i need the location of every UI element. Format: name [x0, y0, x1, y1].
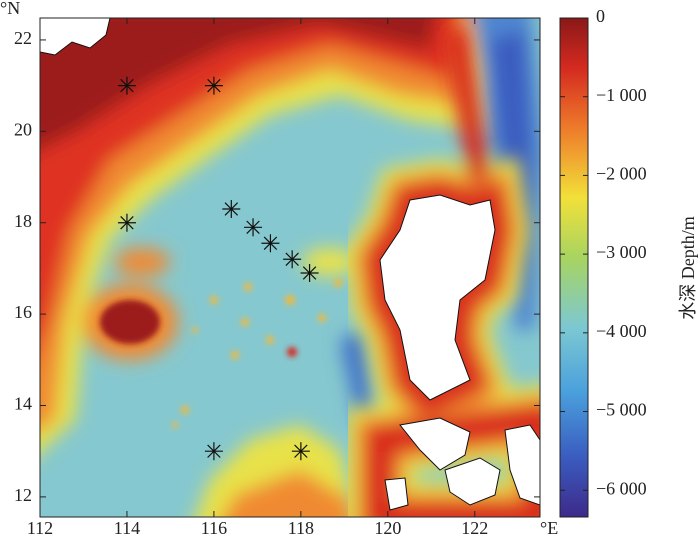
station-marker: [222, 200, 241, 219]
station-stroke: [207, 78, 221, 93]
colorbar-tick-label: −1 000: [596, 85, 647, 105]
station-marker: [244, 218, 263, 237]
station-marker: [204, 76, 223, 95]
station-marker: [117, 213, 136, 232]
colorbar-tick-label: −6 000: [596, 478, 647, 498]
station-marker: [204, 442, 223, 461]
colorbar: [559, 17, 589, 518]
station-stroke: [207, 444, 221, 458]
station-stroke: [285, 252, 299, 266]
station-stroke: [302, 266, 317, 280]
station-marker: [261, 234, 280, 253]
y-tick-label: 16: [14, 302, 32, 322]
y-tick-label: 22: [14, 28, 32, 48]
x-tick-label: 114: [114, 518, 140, 538]
station-stroke: [120, 78, 134, 93]
x-tick-label: 118: [288, 518, 314, 538]
bathymetry-map: [40, 18, 540, 517]
colorbar-tick-label: −2 000: [596, 164, 647, 184]
y-unit: °N: [0, 0, 20, 18]
map-frame: [39, 17, 541, 518]
colorbar-tick-label: 0: [596, 6, 605, 26]
station-stroke: [246, 220, 260, 235]
station-stroke: [224, 202, 239, 216]
y-tick-label: 20: [14, 119, 32, 139]
y-tick-label: 14: [14, 394, 32, 414]
colorbar-tick-label: −4 000: [596, 321, 647, 341]
station-marker: [117, 76, 136, 95]
colorbar-label: 水深 Depth/m: [678, 216, 698, 320]
colorbar-tick-label: −5 000: [596, 400, 647, 420]
x-tick-label: 120: [374, 518, 401, 538]
y-tick-label: 12: [14, 485, 32, 505]
x-tick-label: 116: [201, 518, 227, 538]
station-stroke: [120, 215, 134, 230]
y-tick-label: 18: [14, 211, 32, 231]
station-stroke: [263, 236, 278, 251]
x-tick-label: 112: [27, 518, 53, 538]
station-marker: [283, 250, 302, 269]
station-marker: [291, 442, 310, 461]
station-stroke: [294, 444, 308, 458]
station-marker: [300, 263, 319, 282]
colorbar-tick-label: −3 000: [596, 242, 647, 262]
x-tick-label: 122: [461, 518, 488, 538]
x-unit: °E: [540, 518, 558, 538]
